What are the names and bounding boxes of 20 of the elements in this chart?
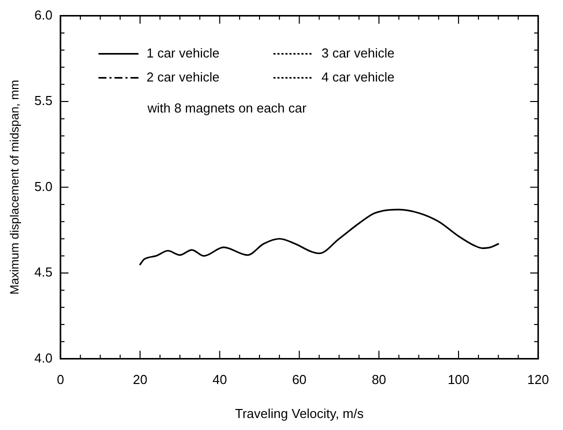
legend-label: 2 car vehicle xyxy=(146,69,220,84)
y-tick-label: 6.0 xyxy=(34,7,52,22)
x-tick-label: 120 xyxy=(527,372,550,388)
y-tick-label: 5.0 xyxy=(34,178,52,194)
x-tick-label: 40 xyxy=(212,372,227,388)
x-tick-label: 60 xyxy=(292,372,307,388)
x-tick-label: 0 xyxy=(56,372,64,388)
legend-label: 3 car vehicle xyxy=(321,45,394,60)
x-tick-label: 100 xyxy=(448,372,470,388)
y-tick-label: 4.5 xyxy=(34,264,52,280)
y-tick-label: 5.5 xyxy=(34,93,52,108)
legend-label: 4 car vehicle xyxy=(321,69,394,84)
annotation: with 8 magnets on each car xyxy=(146,100,308,116)
legend-label: 1 car vehicle xyxy=(146,45,220,60)
y-axis-title: Maximum displacement of midspan, mm xyxy=(8,80,22,295)
x-tick-label: 80 xyxy=(372,372,386,388)
line-series xyxy=(139,208,500,266)
x-tick-label: 20 xyxy=(132,372,148,388)
y-tick-label: 4.0 xyxy=(34,350,52,366)
x-axis-title: Traveling Velocity, m/s xyxy=(235,406,364,421)
